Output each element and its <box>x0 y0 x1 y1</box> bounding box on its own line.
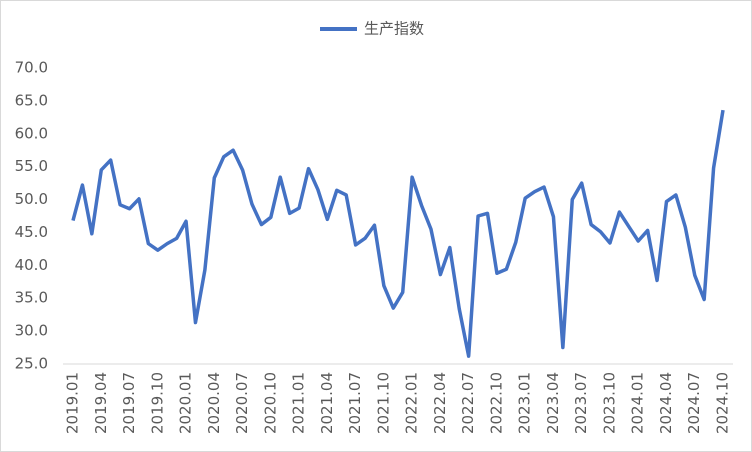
x-tick-label: 2021.01 <box>290 372 308 434</box>
x-tick-label: 2020.01 <box>177 372 195 434</box>
y-tick-label: 60.0 <box>15 124 48 142</box>
x-tick-label: 2019.10 <box>148 372 166 434</box>
data-line <box>71 109 725 358</box>
x-tick-label: 2024.01 <box>629 372 647 434</box>
x-tick-label: 2019.07 <box>120 372 138 434</box>
x-tick-label: 2024.04 <box>657 372 675 434</box>
x-tick-label: 2022.10 <box>487 372 505 434</box>
y-tick-label: 40.0 <box>15 256 48 274</box>
x-tick-label: 2023.07 <box>572 372 590 434</box>
y-tick-label: 45.0 <box>15 223 48 241</box>
y-tick-label: 50.0 <box>15 190 48 208</box>
x-tick-label: 2019.01 <box>64 372 82 434</box>
x-tick-label: 2020.07 <box>233 372 251 434</box>
y-tick-label: 25.0 <box>15 355 48 373</box>
x-tick-label: 2022.07 <box>459 372 477 434</box>
x-tick-label: 2023.04 <box>544 372 562 434</box>
x-tick-label: 2021.04 <box>318 372 336 434</box>
x-tick-label: 2021.10 <box>374 372 392 434</box>
legend-label: 生产指数 <box>364 20 424 38</box>
x-tick-label: 2020.10 <box>261 372 279 434</box>
x-tick-label: 2019.04 <box>92 372 110 434</box>
x-tick-label: 2022.01 <box>403 372 421 434</box>
x-tick-label: 2023.10 <box>600 372 618 434</box>
x-tick-label: 2023.01 <box>516 372 534 434</box>
y-tick-label: 35.0 <box>15 289 48 307</box>
x-tick-label: 2024.07 <box>685 372 703 434</box>
x-tick-label: 2024.10 <box>714 372 732 434</box>
x-tick-label: 2020.04 <box>205 372 223 434</box>
x-tick-label: 2022.04 <box>431 372 449 434</box>
x-tick-label: 2021.07 <box>346 372 364 434</box>
y-tick-label: 65.0 <box>15 91 48 109</box>
y-tick-label: 70.0 <box>15 59 48 77</box>
y-tick-label: 30.0 <box>15 322 48 340</box>
y-tick-label: 55.0 <box>15 157 48 175</box>
